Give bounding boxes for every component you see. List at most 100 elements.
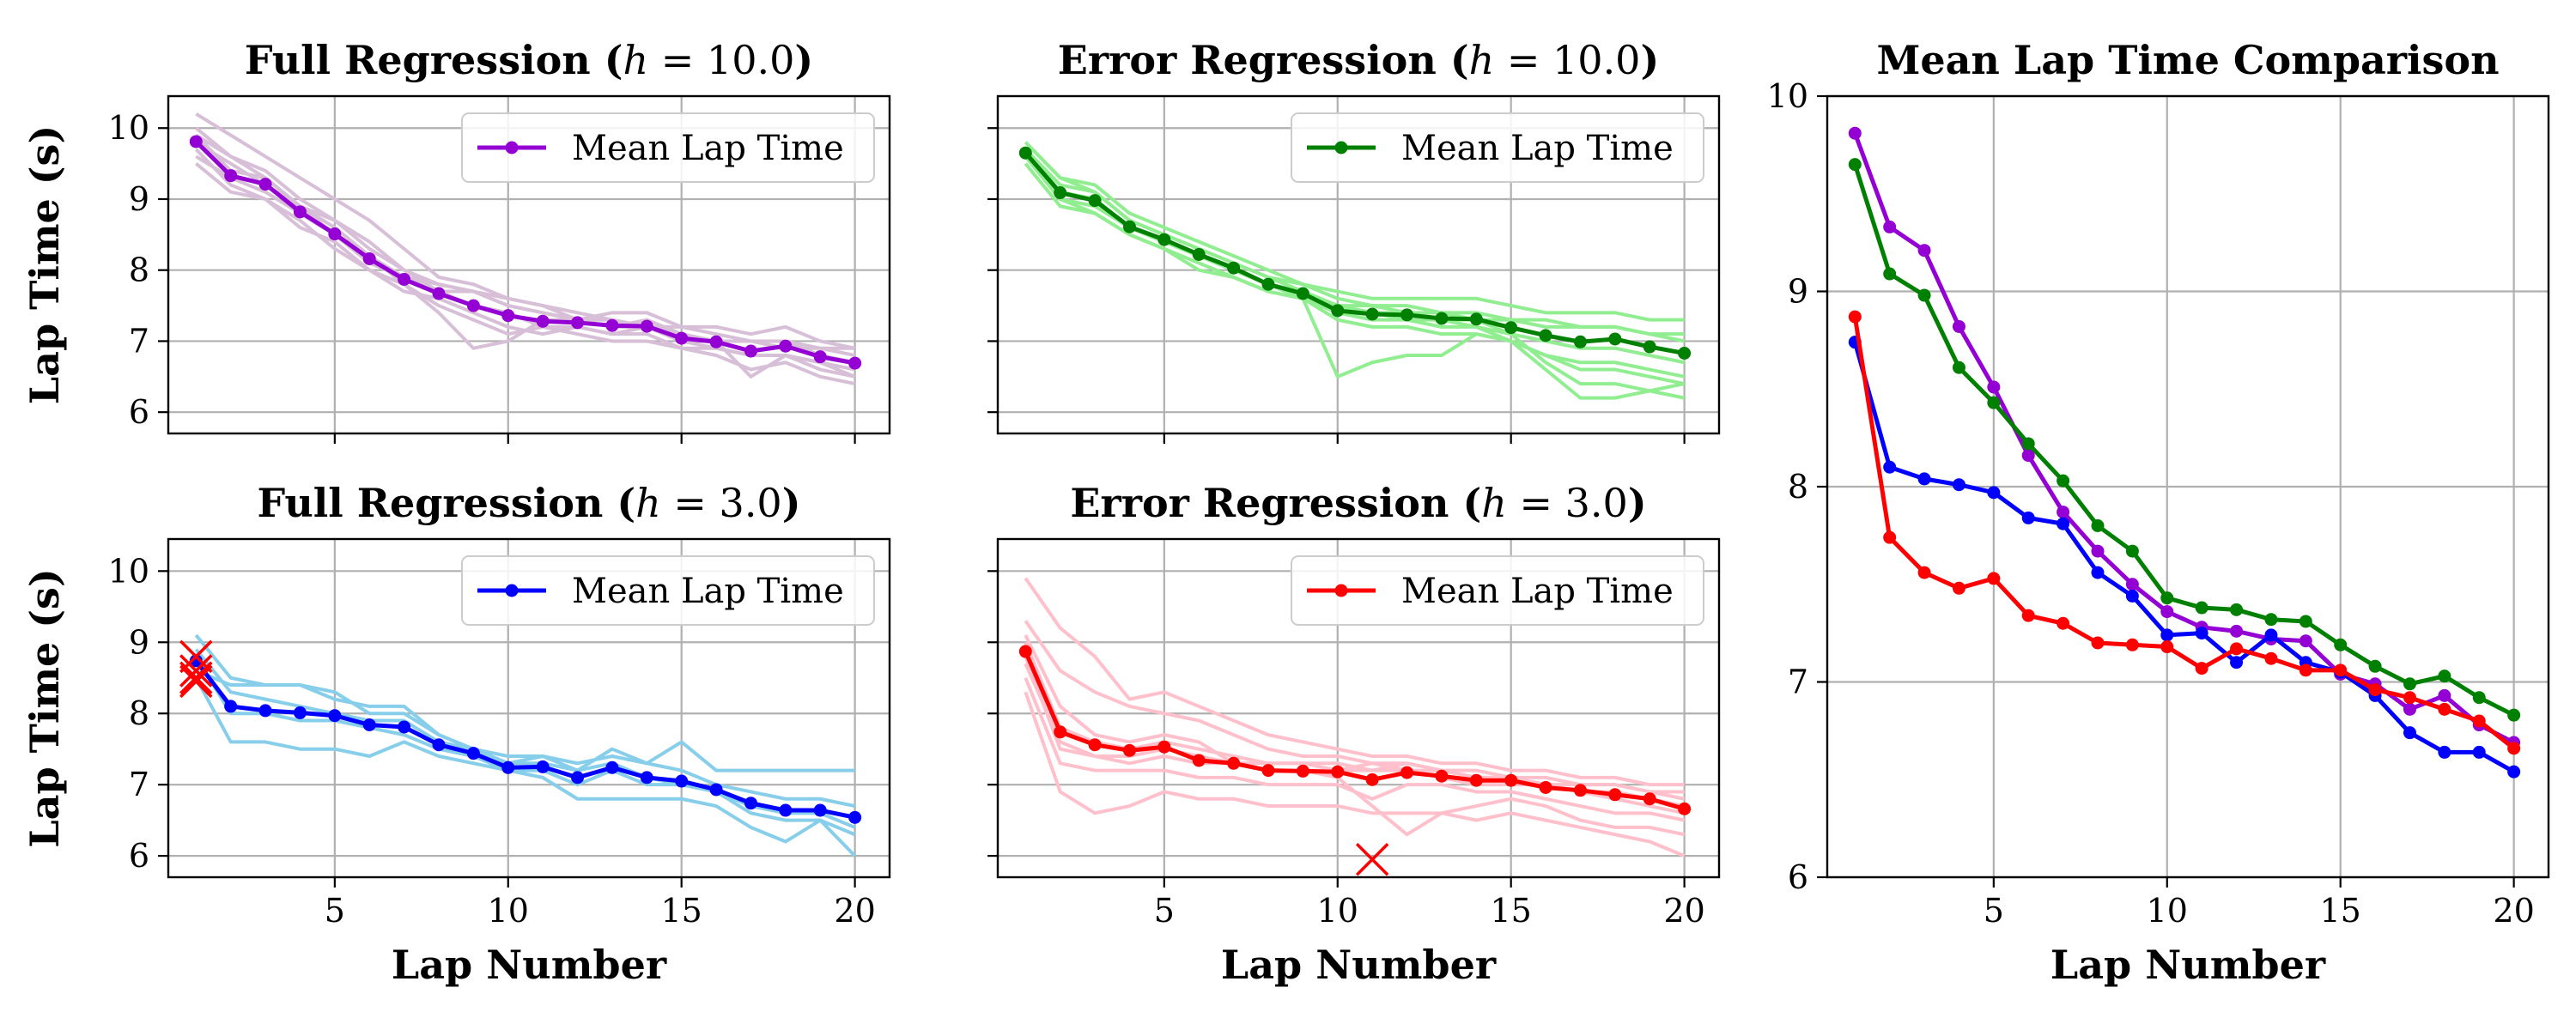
data-point: [2091, 636, 2105, 650]
data-point: [709, 783, 723, 797]
data-point: [1331, 765, 1345, 779]
data-point: [1643, 340, 1656, 354]
crash-marker: [179, 654, 213, 688]
data-point: [1088, 194, 1102, 208]
legend-label: Mean Lap Time: [572, 572, 844, 611]
data-point: [2160, 640, 2174, 654]
x-axis-label: Lap Number: [392, 942, 667, 988]
data-point: [1261, 277, 1275, 291]
mean-line: [1852, 163, 2515, 718]
data-point: [2057, 474, 2070, 488]
crash-marker: [1355, 843, 1389, 876]
data-point: [1987, 380, 2001, 394]
panel-title: Mean Lap Time Comparison: [1876, 37, 2499, 83]
data-point: [1504, 321, 1518, 335]
data-point: [813, 350, 827, 364]
legend-marker: [1334, 141, 1348, 154]
data-point: [2160, 628, 2174, 642]
y-tick-label: 8: [129, 694, 149, 732]
x-axis-label: Lap Number: [1221, 942, 1497, 988]
data-point: [224, 169, 238, 183]
data-point: [1261, 764, 1275, 778]
data-point: [293, 706, 307, 719]
y-tick-label: 6: [1788, 858, 1808, 896]
y-axis-label: Lap Time (s): [21, 125, 68, 404]
data-point: [2264, 613, 2278, 627]
data-point: [1435, 312, 1449, 325]
data-point: [1848, 126, 1862, 140]
data-point: [432, 287, 446, 300]
data-point: [2264, 628, 2278, 642]
y-tick-label: 7: [1788, 663, 1808, 701]
panel-full_h3: 5 10 15 20 6 7 8 9 10 Full Regression (h = 3.0) La…: [21, 480, 891, 988]
data-point: [328, 709, 342, 723]
panel-err_h10: Error Regression (h = 10.0) Mean Lap Time: [987, 37, 1721, 444]
legend-box: [1291, 555, 1704, 626]
data-point: [2057, 506, 2070, 519]
x-tick-label: 10: [2147, 892, 2188, 930]
data-point: [2125, 578, 2139, 591]
data-point: [501, 760, 515, 774]
data-point: [744, 797, 757, 810]
data-point: [640, 771, 653, 785]
data-point: [1192, 754, 1206, 767]
data-point: [2091, 566, 2105, 579]
trial-line: [1024, 634, 1686, 809]
y-axis-label: Lap Time (s): [21, 568, 68, 847]
data-point: [2472, 714, 2486, 728]
data-point: [1054, 725, 1067, 739]
data-point: [1122, 220, 1136, 233]
panel-err_h3: 5 10 15 20 Error Regression (h = 3.0) Lap Num…: [987, 480, 1721, 988]
data-point: [2368, 683, 2382, 697]
panel-title: Error Regression (h = 10.0): [1058, 37, 1659, 83]
y-tick-label: 10: [108, 109, 149, 147]
data-point: [1917, 472, 1931, 486]
data-point: [258, 704, 272, 718]
data-point: [1952, 581, 1965, 595]
y-tick-label: 8: [1788, 468, 1808, 506]
data-point: [1917, 288, 1931, 302]
data-point: [2160, 605, 2174, 619]
data-point: [1917, 566, 1931, 579]
data-point: [2299, 615, 2312, 628]
legend-box: [461, 555, 875, 626]
data-point: [501, 309, 515, 323]
y-tick-label: 8: [129, 251, 149, 289]
data-point: [189, 654, 203, 668]
data-point: [1331, 304, 1345, 318]
data-point: [2230, 642, 2244, 656]
data-point: [1573, 784, 1587, 797]
data-point: [1608, 332, 1622, 346]
legend-marker: [1334, 584, 1348, 597]
data-point: [2334, 663, 2348, 677]
data-point: [675, 774, 689, 788]
data-point: [258, 178, 272, 191]
x-tick-label: 15: [2320, 892, 2361, 930]
data-point: [1883, 530, 1897, 544]
data-point: [2334, 638, 2348, 651]
x-tick-label: 20: [2493, 892, 2534, 930]
legend-label: Mean Lap Time: [1401, 572, 1674, 611]
data-point: [605, 760, 619, 774]
data-point: [2021, 437, 2035, 451]
data-point: [2438, 702, 2451, 716]
data-point: [362, 718, 376, 731]
data-point: [2264, 651, 2278, 665]
data-point: [1987, 572, 2001, 585]
data-point: [2021, 449, 2035, 463]
data-point: [1848, 158, 1862, 172]
plot-area: [189, 633, 862, 857]
legend-label: Mean Lap Time: [572, 129, 844, 168]
data-point: [675, 331, 689, 345]
data-point: [2230, 603, 2244, 616]
data-point: [224, 700, 238, 713]
data-point: [2195, 627, 2208, 640]
data-point: [2438, 688, 2451, 702]
plot-area: [1848, 126, 2521, 779]
data-point: [398, 720, 411, 734]
data-point: [2403, 702, 2416, 716]
data-point: [779, 803, 793, 817]
data-point: [2403, 726, 2416, 740]
data-point: [1400, 308, 1414, 322]
data-point: [2057, 517, 2070, 530]
